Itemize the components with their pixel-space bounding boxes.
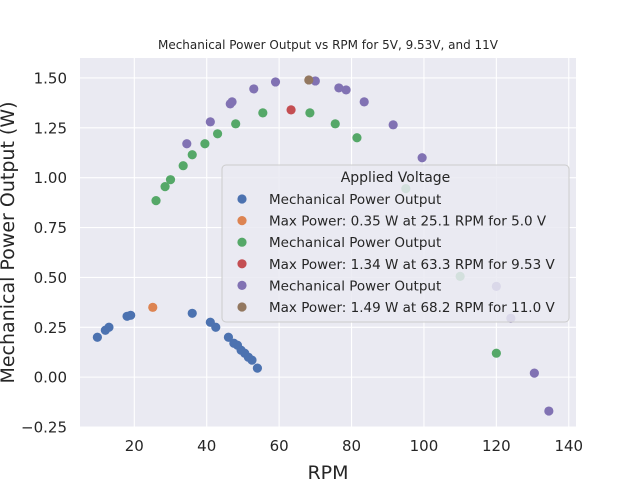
data-point: [200, 139, 210, 149]
legend-entry: Max Power: 1.34 W at 63.3 RPM for 9.53 V: [269, 257, 555, 273]
x-tick-label: 120: [482, 437, 511, 455]
data-point: [529, 368, 539, 378]
data-point: [227, 97, 237, 107]
y-axis-label: Mechanical Power Output (W): [0, 101, 19, 383]
data-point: [491, 348, 501, 358]
data-point: [352, 133, 362, 143]
legend-marker: [237, 216, 247, 226]
y-tick-label: 1.50: [34, 69, 67, 87]
data-point: [286, 105, 296, 115]
data-point: [178, 161, 188, 171]
x-tick-label: 140: [554, 437, 583, 455]
data-point: [249, 84, 259, 94]
data-point: [212, 129, 223, 139]
data-point: [92, 332, 102, 342]
data-point: [187, 150, 197, 160]
y-tick-label: 0.25: [34, 319, 67, 337]
legend-marker: [237, 302, 247, 312]
data-point: [148, 302, 158, 312]
data-point: [252, 363, 263, 373]
data-point: [165, 175, 176, 185]
tick-labels: 20 40 60 80 100 120 140 −0.25 0.00 0.25 0.50 0.75 1.…: [21, 69, 583, 455]
data-point: [334, 83, 344, 93]
data-point: [341, 85, 351, 95]
data-point: [305, 108, 315, 118]
x-tick-label: 60: [270, 437, 289, 455]
legend-marker: [237, 259, 247, 269]
y-tick-label: 0.75: [34, 219, 67, 237]
data-point: [544, 406, 554, 416]
legend-marker: [237, 280, 247, 290]
data-point: [151, 196, 161, 206]
legend-entry: Max Power: 1.49 W at 68.2 RPM for 11.0 V: [269, 300, 555, 316]
data-point: [231, 119, 241, 129]
data-point: [270, 77, 281, 87]
y-tick-label: 1.25: [34, 119, 67, 137]
data-point: [304, 75, 314, 85]
x-tick-label: 20: [125, 437, 144, 455]
y-tick-label: 0.00: [34, 369, 67, 387]
legend-entry: Mechanical Power Output: [269, 235, 441, 251]
data-point: [388, 120, 398, 130]
legend-box: [221, 164, 570, 323]
x-tick-label: 40: [197, 437, 216, 455]
y-tick-label: −0.25: [21, 419, 67, 437]
data-point: [330, 119, 340, 129]
x-tick-label: 100: [410, 437, 439, 455]
y-tick-label: 1.00: [34, 169, 67, 187]
y-tick-label: 0.50: [34, 269, 67, 287]
data-point: [205, 117, 215, 127]
data-point: [182, 139, 192, 149]
data-point: [223, 332, 234, 342]
data-point: [126, 310, 136, 320]
legend-title: Applied Voltage: [341, 170, 451, 186]
legend-entry: Mechanical Power Output: [269, 278, 441, 294]
data-point: [187, 308, 197, 318]
legend-entry: Mechanical Power Output: [269, 192, 441, 208]
chart-title: Mechanical Power Output vs RPM for 5V, 9…: [158, 38, 499, 52]
data-point: [359, 97, 369, 107]
data-point: [247, 355, 257, 365]
legend-marker: [237, 194, 247, 204]
data-point: [211, 322, 221, 332]
data-point: [258, 108, 268, 118]
legend-entry: Max Power: 0.35 W at 25.1 RPM for 5.0 V: [269, 214, 547, 230]
x-tick-label: 80: [342, 437, 361, 455]
data-point: [160, 182, 170, 192]
legend-marker: [237, 237, 247, 247]
data-point: [104, 322, 114, 332]
data-point: [417, 153, 427, 163]
legend: Applied Voltage Mechanical Power Output M…: [221, 164, 570, 323]
x-axis-label: RPM: [307, 462, 348, 480]
